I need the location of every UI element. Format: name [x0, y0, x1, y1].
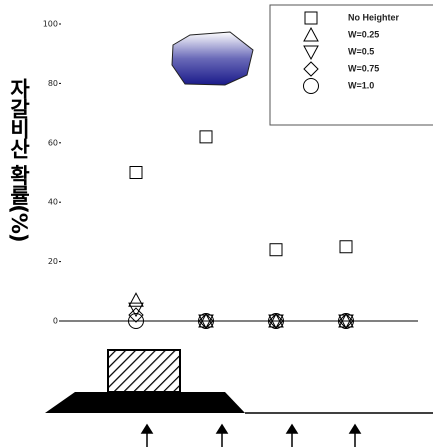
y-tick-label: 40 — [48, 198, 58, 207]
legend-label: No Heighter — [348, 12, 400, 22]
data-point — [129, 303, 143, 316]
y-tick-label: 60 — [48, 138, 58, 147]
data-point — [130, 167, 142, 179]
data-point — [200, 131, 212, 143]
y-tick-label: 100 — [43, 20, 58, 29]
page: {"chart_data": {"type": "scatter", "ylab… — [0, 0, 433, 448]
data-point — [340, 241, 352, 253]
y-tick-label: 20 — [48, 257, 58, 266]
legend-label: W=0.25 — [348, 29, 379, 39]
y-tick-label: 0 — [53, 317, 58, 326]
legend-label: W=0.75 — [348, 63, 379, 73]
arrows — [142, 425, 360, 447]
chart: 0 20 40 60 80 100 No Heighter W=0.25 W=0.5 W=0.75… — [0, 0, 433, 448]
decoration-shape — [172, 32, 253, 85]
ground-shape — [45, 392, 245, 413]
data-point — [270, 244, 282, 256]
heighter-block — [108, 350, 180, 392]
legend-label: W=0.5 — [348, 46, 374, 56]
data-point — [129, 293, 143, 306]
legend-label: W=1.0 — [348, 80, 374, 90]
y-tick-label: 80 — [48, 79, 58, 88]
